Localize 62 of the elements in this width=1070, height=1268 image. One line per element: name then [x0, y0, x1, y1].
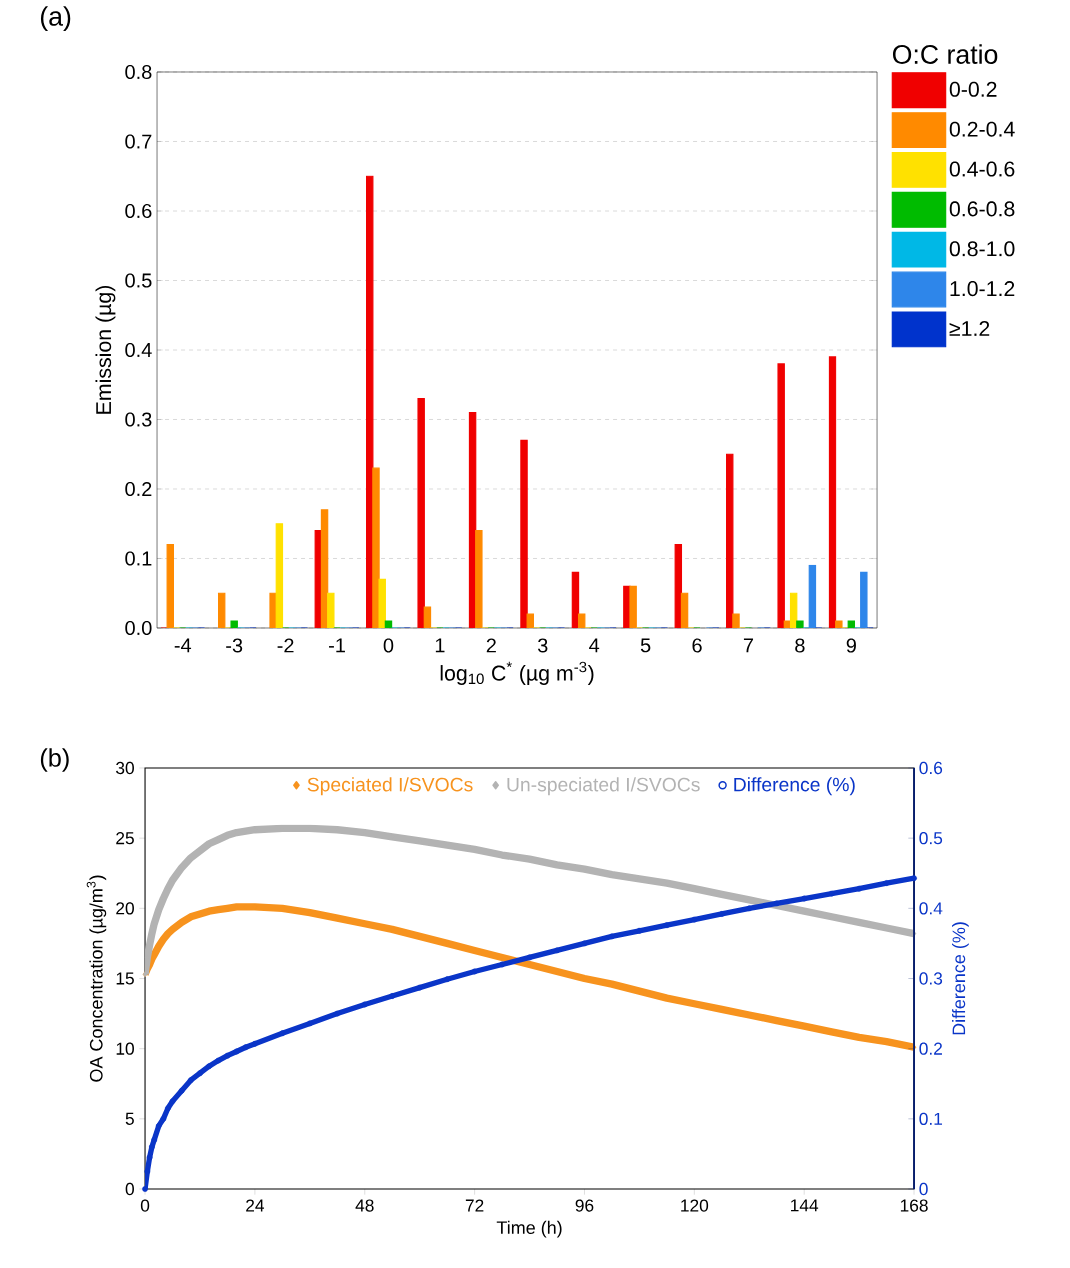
y2-tick-label: 0.3: [919, 972, 943, 985]
y2-tick-label: 0.6: [919, 761, 943, 775]
y-tick-label: 10: [116, 1042, 134, 1055]
x-tick-label: 72: [465, 1199, 484, 1212]
y-tick-label: 0.2: [125, 481, 152, 497]
legend-label: 0-0.2: [949, 81, 997, 97]
x-tick-label: -3: [226, 638, 243, 653]
y-tick-label: 15: [116, 972, 134, 985]
x-tick-label: 1: [435, 638, 445, 653]
y2-tick-label: 0.5: [919, 832, 943, 845]
x-tick-label: 4: [589, 638, 600, 653]
legend-label: Un-speciated I/SVOCs: [507, 777, 700, 796]
legend-label: 0.4-0.6: [949, 161, 1015, 177]
x-tick-label: 96: [575, 1199, 594, 1212]
y2-tick-label: 0.1: [919, 1112, 942, 1125]
x-tick-label: 144: [791, 1199, 819, 1212]
x-tick-label: 2: [486, 638, 496, 653]
x-tick-label: 168: [900, 1199, 928, 1212]
y-tick-label: 0.7: [125, 134, 152, 149]
y-tick-label: 0.3: [125, 412, 152, 427]
x-axis-title: log$_{10}$ C$^{*}$ (µg m$^{-3}$): [440, 661, 594, 685]
legend-label: 1.0-1.2: [950, 281, 1015, 297]
legend-label: Difference (%): [734, 777, 855, 796]
y-tick-label: 0.8: [125, 64, 152, 80]
x-tick-label: 48: [355, 1199, 374, 1212]
x-tick-label: -1: [329, 638, 345, 653]
legend-label: 0.8-1.0: [949, 241, 1015, 257]
x-tick-label: -4: [174, 638, 192, 653]
x-tick-label: 5: [640, 638, 651, 653]
y-tick-label: 30: [116, 761, 134, 775]
y2-tick-label: 0.4: [919, 902, 943, 915]
x-tick-label: -2: [277, 638, 294, 653]
x-tick-label: 7: [743, 638, 754, 653]
y-tick-label: 0.0: [125, 620, 152, 636]
legend-label: Speciated I/SVOCs: [307, 777, 473, 796]
y-tick-label: 25: [116, 832, 134, 845]
legend-title: O:C ratio: [892, 44, 998, 64]
chart-title: (a): [40, 6, 71, 32]
x-tick-label: 9: [846, 638, 856, 653]
y2-tick-label: 0.2: [919, 1042, 942, 1055]
y2-axis-title: Difference (%): [951, 922, 969, 1035]
y2-tick-label: 0: [919, 1182, 928, 1196]
x-tick-label: 6: [692, 638, 702, 653]
x-tick-label: 24: [246, 1199, 265, 1212]
x-tick-label: 0: [383, 638, 394, 653]
x-tick-label: 8: [795, 638, 805, 653]
y-tick-label: 0.6: [125, 203, 152, 219]
chart-title: (b): [40, 748, 69, 772]
y-tick-label: 0.1: [125, 551, 152, 566]
y-axis-title: OA Concentration (µg/m$^{3}$): [86, 875, 107, 1082]
y-tick-label: 0: [125, 1182, 134, 1196]
x-tick-label: 120: [681, 1199, 709, 1212]
y-tick-label: 0.5: [125, 273, 152, 288]
y-axis-title: Emission (µg): [95, 285, 116, 414]
legend-label: ≥1.2: [949, 320, 990, 336]
x-tick-label: 3: [537, 638, 548, 653]
x-axis-title: Time (h): [496, 1220, 562, 1238]
y-tick-label: 5: [125, 1112, 134, 1125]
y-tick-label: 20: [116, 902, 134, 915]
legend-label: 0.2-0.4: [949, 121, 1015, 137]
legend-label: 0.6-0.8: [949, 201, 1015, 217]
y-tick-label: 0.4: [125, 342, 152, 358]
